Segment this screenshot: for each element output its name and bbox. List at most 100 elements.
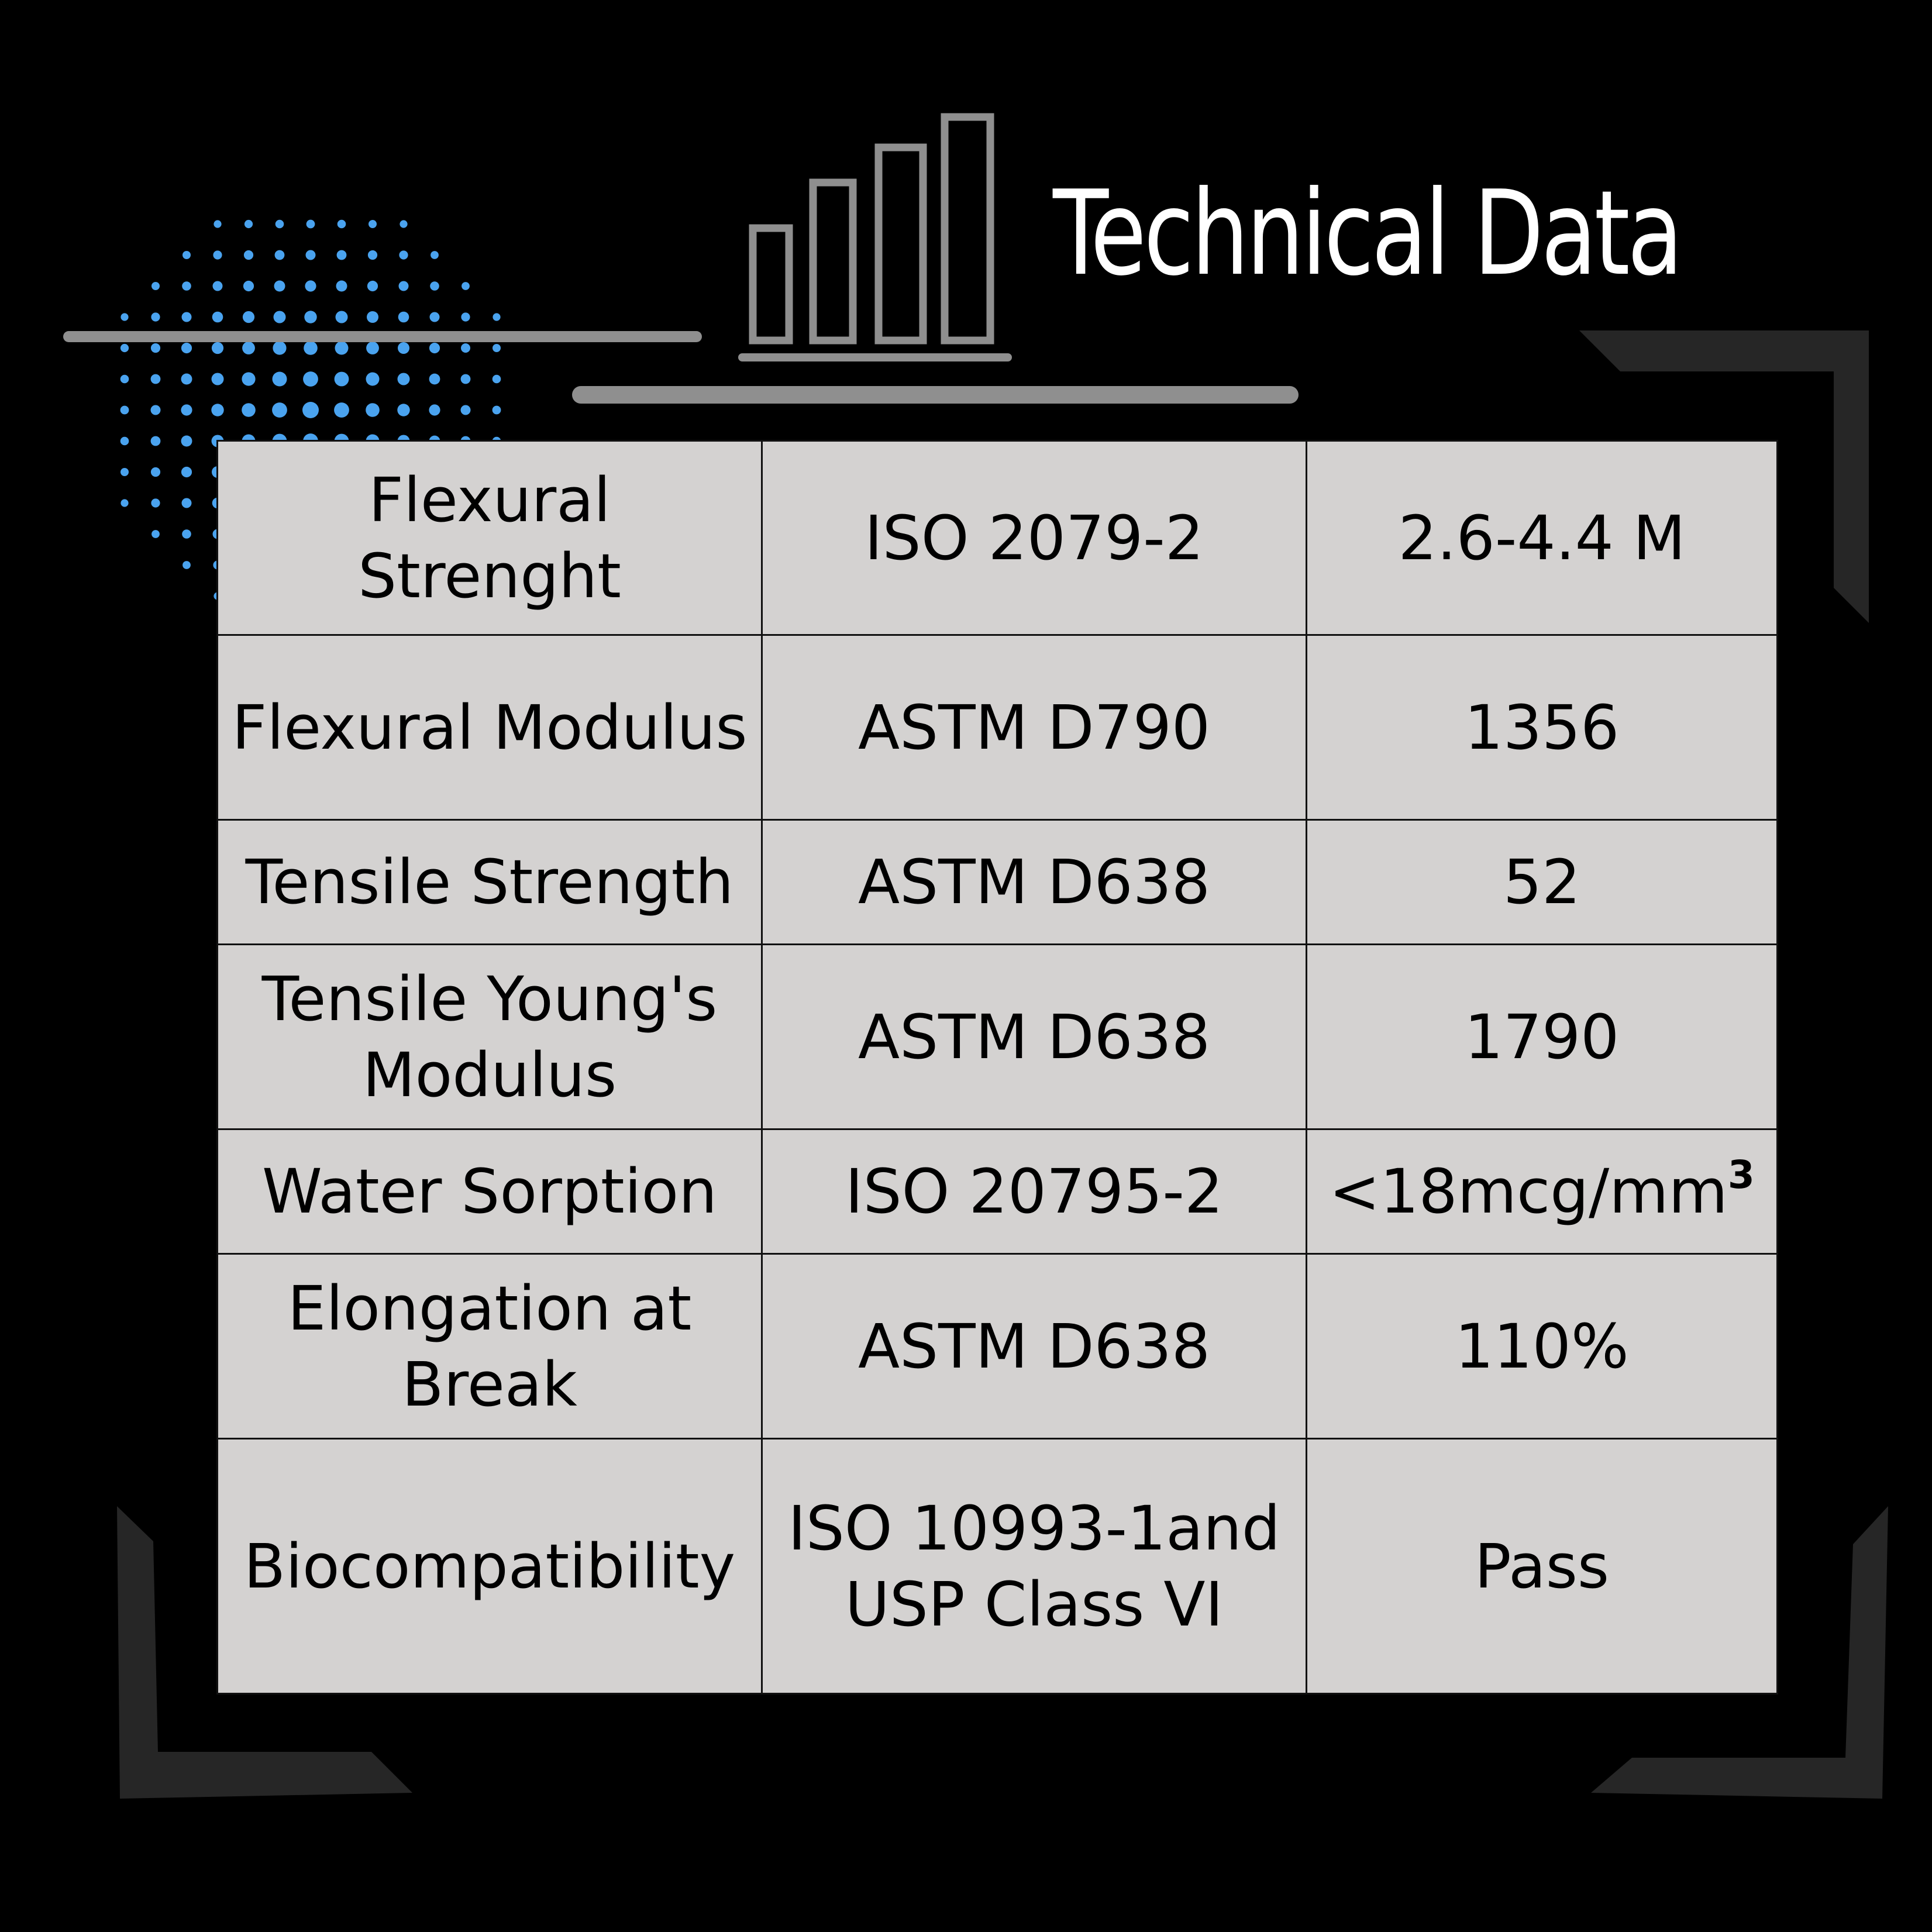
halftone-dot bbox=[337, 219, 346, 229]
halftone-dot bbox=[120, 313, 129, 321]
halftone-dot bbox=[181, 435, 192, 447]
halftone-dot bbox=[150, 405, 161, 415]
halftone-dot bbox=[460, 405, 471, 415]
technical-data-table-container: Flexural Strenght ISO 2079-2 2.6-4.4 M F… bbox=[216, 440, 1778, 1695]
halftone-dot bbox=[181, 373, 192, 385]
halftone-dot bbox=[461, 343, 470, 353]
halftone-dot bbox=[120, 499, 129, 507]
halftone-dot bbox=[366, 403, 380, 417]
halftone-dot bbox=[213, 250, 222, 260]
halftone-dot bbox=[181, 312, 192, 322]
value-cell: <18mcg/mm3 bbox=[1306, 1128, 1778, 1255]
halftone-dot bbox=[493, 313, 501, 321]
halftone-dot bbox=[242, 403, 256, 417]
value-cell: 2.6-4.4 M bbox=[1306, 440, 1778, 636]
property-cell: Tensile Strength bbox=[216, 819, 763, 945]
halftone-dot bbox=[460, 374, 471, 384]
halftone-dot bbox=[274, 250, 285, 260]
property-cell: Water Sorption bbox=[216, 1128, 763, 1255]
table-row: Water Sorption ISO 20795-2 <18mcg/mm3 bbox=[216, 1128, 1778, 1255]
halftone-dot bbox=[431, 251, 439, 259]
property-cell: Elongation at Break bbox=[216, 1253, 763, 1439]
halftone-dot bbox=[150, 467, 161, 477]
bar-chart-icon bbox=[749, 113, 994, 345]
standard-cell: ASTM D638 bbox=[761, 819, 1307, 945]
table-row: Tensile Young's Modulus ASTM D638 1790 bbox=[216, 943, 1778, 1130]
halftone-dot bbox=[398, 311, 409, 323]
halftone-dot bbox=[120, 468, 129, 476]
halftone-dot bbox=[461, 312, 470, 322]
deco-line-center bbox=[572, 386, 1299, 404]
halftone-dot bbox=[120, 436, 129, 446]
halftone-dot bbox=[334, 371, 349, 387]
halftone-dot bbox=[244, 219, 253, 229]
frame-corner-top-right bbox=[1579, 330, 1869, 623]
halftone-dot bbox=[303, 371, 318, 387]
halftone-dot bbox=[181, 342, 192, 354]
halftone-dot bbox=[306, 219, 315, 229]
halftone-dot bbox=[211, 373, 224, 385]
bar-chart-baseline bbox=[738, 353, 1012, 361]
halftone-dot bbox=[242, 311, 255, 323]
technical-data-table: Flexural Strenght ISO 2079-2 2.6-4.4 M F… bbox=[216, 440, 1778, 1695]
halftone-dot bbox=[397, 404, 410, 416]
halftone-dot bbox=[181, 404, 192, 416]
halftone-dot bbox=[304, 311, 317, 323]
standard-cell: ASTM D790 bbox=[761, 634, 1307, 821]
value-text: <18mcg/mm bbox=[1329, 1156, 1728, 1227]
halftone-dot bbox=[212, 311, 223, 323]
halftone-dot bbox=[367, 311, 378, 323]
table-row: Biocompatibility ISO 10993-1and USP Clas… bbox=[216, 1438, 1778, 1695]
halftone-dot bbox=[493, 344, 501, 352]
halftone-dot bbox=[302, 402, 319, 418]
halftone-dot bbox=[336, 250, 347, 260]
halftone-dot bbox=[272, 402, 287, 418]
halftone-dot bbox=[400, 220, 408, 228]
property-cell: Biocompatibility bbox=[216, 1438, 763, 1695]
halftone-dot bbox=[305, 280, 316, 292]
property-cell: Flexural Modulus bbox=[216, 634, 763, 821]
standard-cell: ASTM D638 bbox=[761, 943, 1307, 1130]
halftone-dot bbox=[304, 341, 318, 355]
halftone-dot bbox=[120, 343, 129, 353]
halftone-dot bbox=[182, 561, 191, 569]
halftone-dot bbox=[182, 281, 191, 291]
halftone-dot bbox=[242, 342, 255, 354]
value-cell: 110% bbox=[1306, 1253, 1778, 1439]
halftone-dot bbox=[211, 404, 224, 416]
halftone-dot bbox=[399, 250, 408, 260]
halftone-dot bbox=[242, 372, 256, 386]
halftone-dot bbox=[150, 374, 161, 384]
halftone-dot bbox=[305, 250, 316, 260]
halftone-dot bbox=[492, 374, 501, 384]
frame-corner-bottom-left bbox=[117, 1506, 412, 1799]
halftone-dot bbox=[181, 498, 192, 508]
halftone-dot bbox=[492, 405, 501, 415]
halftone-dot bbox=[243, 250, 254, 260]
page-title: Technical Data bbox=[1053, 166, 1683, 302]
halftone-dot bbox=[429, 373, 440, 385]
superscript-exponent: 3 bbox=[1727, 1152, 1755, 1197]
table-row: Flexural Modulus ASTM D790 1356 bbox=[216, 634, 1778, 821]
property-cell: Tensile Young's Modulus bbox=[216, 943, 763, 1130]
halftone-dot bbox=[243, 280, 254, 292]
table-row: Elongation at Break ASTM D638 110% bbox=[216, 1253, 1778, 1439]
halftone-dot bbox=[182, 251, 191, 259]
halftone-dot bbox=[120, 405, 129, 415]
value-cell: 1356 bbox=[1306, 634, 1778, 821]
halftone-dot bbox=[213, 220, 222, 228]
table-row: Tensile Strength ASTM D638 52 bbox=[216, 819, 1778, 945]
deco-line-left bbox=[63, 331, 702, 342]
halftone-dot bbox=[369, 220, 377, 228]
halftone-dot bbox=[275, 219, 284, 229]
standard-cell: ISO 10993-1and USP Class VI bbox=[761, 1438, 1307, 1695]
halftone-dot bbox=[430, 281, 439, 291]
halftone-dot bbox=[151, 312, 160, 322]
halftone-dot bbox=[335, 341, 349, 355]
halftone-dot bbox=[273, 341, 287, 355]
halftone-dot bbox=[273, 311, 286, 323]
halftone-dot bbox=[182, 529, 191, 539]
halftone-dot bbox=[274, 280, 285, 292]
value-cell: 1790 bbox=[1306, 943, 1778, 1130]
